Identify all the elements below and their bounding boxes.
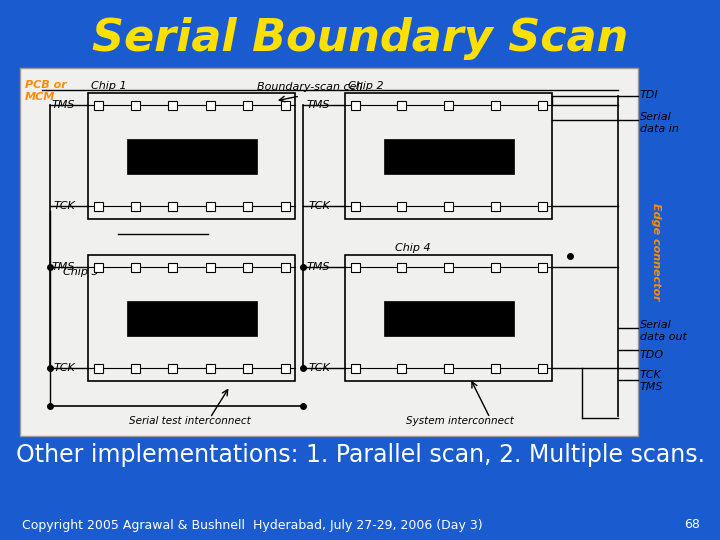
Bar	[206, 363, 215, 373]
Bar	[243, 363, 252, 373]
Bar	[127, 138, 256, 173]
Bar	[538, 363, 546, 373]
Text: Edge connector: Edge connector	[651, 203, 661, 301]
Bar	[538, 100, 546, 110]
Text: TCK: TCK	[53, 363, 75, 373]
Bar	[351, 201, 359, 211]
Bar	[538, 201, 546, 211]
Text: TCK: TCK	[640, 370, 662, 380]
Bar	[345, 255, 552, 381]
Text: TMS: TMS	[640, 382, 664, 392]
Bar	[168, 262, 177, 272]
Bar	[281, 201, 289, 211]
Bar	[444, 363, 453, 373]
Text: Serial: Serial	[640, 320, 672, 330]
Bar	[127, 300, 256, 335]
Bar	[538, 262, 546, 272]
Text: Chip 2: Chip 2	[348, 81, 384, 91]
Bar	[131, 201, 140, 211]
Bar	[168, 100, 177, 110]
Bar	[20, 68, 638, 436]
Bar	[397, 201, 406, 211]
Text: Copyright 2005 Agrawal & Bushnell  Hyderabad, July 27-29, 2006 (Day 3): Copyright 2005 Agrawal & Bushnell Hydera…	[22, 518, 482, 531]
Bar	[206, 100, 215, 110]
Text: TMS: TMS	[307, 100, 330, 110]
Bar	[444, 201, 453, 211]
Bar	[281, 262, 289, 272]
Bar	[491, 201, 500, 211]
Bar	[491, 100, 500, 110]
Bar	[345, 93, 552, 219]
Text: TMS: TMS	[307, 262, 330, 272]
Text: Other implementations: 1. Parallel scan, 2. Multiple scans.: Other implementations: 1. Parallel scan,…	[16, 443, 704, 467]
Text: data out: data out	[640, 332, 687, 342]
Bar	[206, 201, 215, 211]
Bar	[397, 100, 406, 110]
Text: TDI: TDI	[640, 90, 659, 100]
Bar	[94, 363, 102, 373]
Text: PCB or: PCB or	[25, 80, 67, 90]
Text: 68: 68	[684, 518, 700, 531]
Text: TMS: TMS	[52, 100, 75, 110]
Text: TMS: TMS	[52, 262, 75, 272]
Bar	[243, 262, 252, 272]
Text: data in: data in	[640, 124, 679, 134]
Text: TCK: TCK	[53, 201, 75, 211]
Bar	[94, 201, 102, 211]
Text: TCK: TCK	[308, 363, 330, 373]
Bar	[168, 201, 177, 211]
Text: Chip 1: Chip 1	[91, 81, 127, 91]
Bar	[131, 363, 140, 373]
Bar	[281, 100, 289, 110]
Bar	[131, 100, 140, 110]
Bar	[243, 100, 252, 110]
Bar	[94, 100, 102, 110]
Text: Serial: Serial	[640, 112, 672, 122]
Bar	[206, 262, 215, 272]
Bar	[94, 262, 102, 272]
Bar	[281, 363, 289, 373]
Text: Serial test interconnect: Serial test interconnect	[129, 416, 251, 426]
Bar	[491, 262, 500, 272]
Bar	[243, 201, 252, 211]
Text: Chip 3: Chip 3	[63, 267, 99, 277]
Bar	[88, 255, 295, 381]
Text: Boundary-scan cell: Boundary-scan cell	[257, 82, 363, 92]
Bar	[444, 262, 453, 272]
Bar	[88, 93, 295, 219]
Bar	[491, 363, 500, 373]
Bar	[384, 300, 513, 335]
Text: MCM: MCM	[25, 92, 55, 102]
Bar	[397, 262, 406, 272]
Bar	[397, 363, 406, 373]
Bar	[168, 363, 177, 373]
Bar	[131, 262, 140, 272]
Bar	[351, 363, 359, 373]
Bar	[444, 100, 453, 110]
Bar	[384, 138, 513, 173]
Bar	[351, 100, 359, 110]
Text: TCK: TCK	[308, 201, 330, 211]
Text: Chip 4: Chip 4	[395, 243, 431, 253]
Text: System interconnect: System interconnect	[406, 416, 514, 426]
Bar	[351, 262, 359, 272]
Text: TDO: TDO	[640, 350, 664, 360]
Text: Serial Boundary Scan: Serial Boundary Scan	[92, 17, 628, 59]
